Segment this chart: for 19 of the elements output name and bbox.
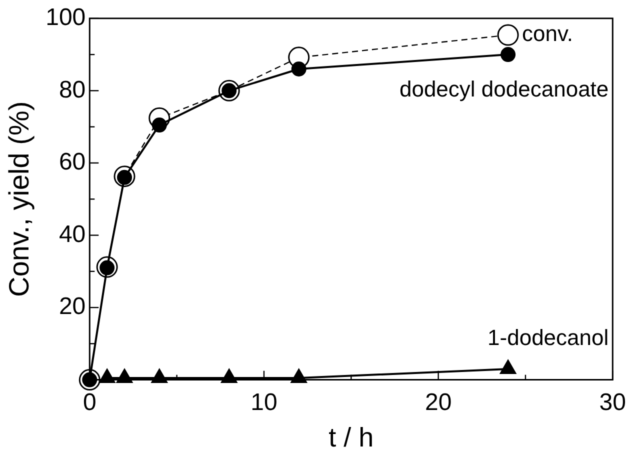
point	[291, 61, 306, 76]
series-label: dodecyl dodecanoate	[399, 76, 609, 102]
point	[500, 47, 516, 62]
x-tick-label: 0	[82, 388, 96, 416]
y-tick-label: 20	[58, 293, 86, 320]
x-tick-label: 10	[250, 388, 278, 416]
point	[152, 118, 167, 133]
y-tick-label: 80	[58, 76, 86, 104]
y-tick-label: 60	[58, 148, 86, 176]
y-tick-label: 40	[58, 220, 86, 248]
point	[500, 359, 516, 374]
x-tick-label: 30	[599, 388, 626, 416]
x-axis-title: t / h	[328, 422, 374, 452]
series-label: 1-dodecanol	[488, 325, 609, 350]
x-tick-label: 20	[424, 388, 452, 416]
y-tick-label: 100	[46, 4, 86, 32]
y-axis-title: Conv., yield (%)	[4, 101, 35, 297]
point	[497, 24, 519, 46]
series-label: conv.	[522, 21, 574, 46]
